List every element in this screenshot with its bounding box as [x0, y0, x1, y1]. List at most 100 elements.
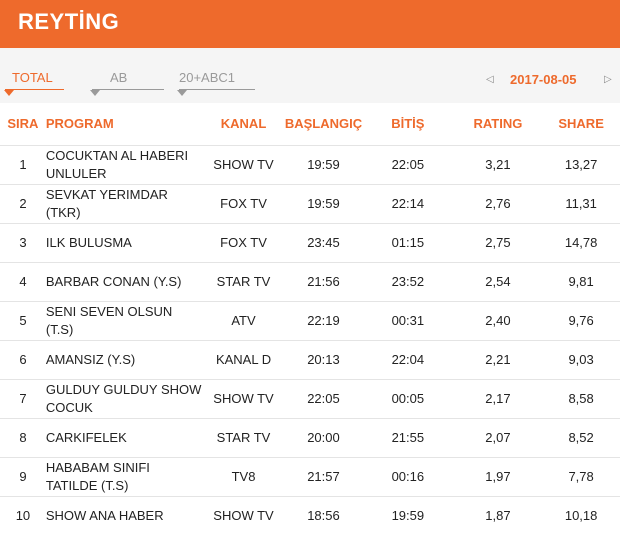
cell-kanal: STAR TV — [202, 261, 285, 301]
table-row: 6 AMANSIZ (Y.S) KANAL D 20:13 22:04 2,21 9,03 — [0, 339, 620, 379]
cell-kanal: FOX TV — [202, 183, 285, 223]
cell-program: BARBAR CONAN (Y.S) — [45, 261, 203, 301]
cell-baslangic: 19:59 — [284, 183, 363, 223]
cell-baslangic: 18:56 — [284, 495, 363, 535]
cell-sira: 10 — [0, 495, 46, 535]
caret-down-icon — [177, 90, 187, 96]
cell-kanal: SHOW TV — [202, 495, 285, 535]
cell-program: HABABAM SINIFI TATILDE (T.S) — [45, 456, 203, 496]
cell-kanal: SHOW TV — [202, 144, 285, 184]
cell-baslangic: 22:05 — [284, 378, 363, 418]
cell-kanal: SHOW TV — [202, 378, 285, 418]
tab-total-underline — [5, 89, 64, 90]
header-baslangic: BAŞLANGIÇ — [284, 103, 363, 145]
cell-baslangic: 21:56 — [284, 261, 363, 301]
cell-bitis: 01:15 — [362, 222, 454, 262]
cell-baslangic: 23:45 — [284, 222, 363, 262]
cell-program: GULDUY GULDUY SHOW COCUK — [45, 378, 203, 418]
cell-bitis: 00:31 — [362, 300, 454, 340]
cell-sira: 9 — [0, 456, 46, 496]
cell-share: 9,76 — [542, 300, 620, 340]
cell-kanal: STAR TV — [202, 417, 285, 457]
cell-rating: 2,21 — [453, 339, 543, 379]
cell-program: ILK BULUSMA — [45, 222, 203, 262]
cell-program: SENI SEVEN OLSUN (T.S) — [45, 300, 203, 340]
cell-sira: 3 — [0, 222, 46, 262]
cell-kanal: ATV — [202, 300, 285, 340]
cell-rating: 2,76 — [453, 183, 543, 223]
cell-sira: 8 — [0, 417, 46, 457]
cell-bitis: 21:55 — [362, 417, 454, 457]
table-row: 10 SHOW ANA HABER SHOW TV 18:56 19:59 1,87 10,… — [0, 495, 620, 535]
cell-share: 14,78 — [542, 222, 620, 262]
header-share: SHARE — [542, 103, 620, 145]
cell-baslangic: 22:19 — [284, 300, 363, 340]
header-program: PROGRAM — [45, 103, 203, 145]
cell-sira: 6 — [0, 339, 46, 379]
header-rating: RATING — [453, 103, 543, 145]
chevron-left-icon[interactable]: ◁ — [486, 74, 494, 85]
cell-share: 13,27 — [542, 144, 620, 184]
cell-sira: 7 — [0, 378, 46, 418]
table-row: 8 CARKIFELEK STAR TV 20:00 21:55 2,07 8,52 — [0, 417, 620, 457]
cell-bitis: 23:52 — [362, 261, 454, 301]
cell-baslangic: 20:13 — [284, 339, 363, 379]
tab-20-abc1-underline — [179, 89, 255, 90]
cell-baslangic: 21:57 — [284, 456, 363, 496]
cell-rating: 1,87 — [453, 495, 543, 535]
cell-rating: 3,21 — [453, 144, 543, 184]
cell-share: 7,78 — [542, 456, 620, 496]
tab-ab-underline — [92, 89, 164, 90]
cell-rating: 2,07 — [453, 417, 543, 457]
cell-kanal: KANAL D — [202, 339, 285, 379]
date-value: 2017-08-05 — [510, 72, 577, 87]
ratings-table: SIRA PROGRAM KANAL BAŞLANGIÇ BİTİŞ RATIN… — [0, 103, 620, 535]
table-row: 4 BARBAR CONAN (Y.S) STAR TV 21:56 23:52 2,54… — [0, 261, 620, 301]
page-title: REYTİNG — [18, 9, 120, 34]
cell-share: 11,31 — [542, 183, 620, 223]
tab-20-abc1[interactable]: 20+ABC1 — [179, 70, 236, 85]
cell-rating: 2,17 — [453, 378, 543, 418]
cell-program: COCUKTAN AL HABERI UNLULER — [45, 144, 203, 184]
tab-total[interactable]: TOTAL — [12, 70, 53, 85]
table-row: 5 SENI SEVEN OLSUN (T.S) ATV 22:19 00:31 2,40… — [0, 300, 620, 340]
cell-bitis: 00:16 — [362, 456, 454, 496]
cell-sira: 1 — [0, 144, 46, 184]
cell-rating: 2,40 — [453, 300, 543, 340]
table-row: 2 SEVKAT YERIMDAR (TKR) FOX TV 19:59 22:14 2,… — [0, 183, 620, 223]
table-row: 9 HABABAM SINIFI TATILDE (T.S) TV8 21:57 00:… — [0, 456, 620, 496]
table-header-row: SIRA PROGRAM KANAL BAŞLANGIÇ BİTİŞ RATIN… — [0, 103, 620, 145]
page-header: REYTİNG — [0, 0, 620, 56]
tab-ab[interactable]: AB — [110, 70, 128, 85]
cell-rating: 1,97 — [453, 456, 543, 496]
cell-bitis: 22:04 — [362, 339, 454, 379]
cell-bitis: 19:59 — [362, 495, 454, 535]
table-row: 1 COCUKTAN AL HABERI UNLULER SHOW TV 19:59 2… — [0, 144, 620, 184]
cell-program: SHOW ANA HABER — [45, 495, 203, 535]
cell-share: 9,03 — [542, 339, 620, 379]
cell-share: 8,58 — [542, 378, 620, 418]
cell-share: 9,81 — [542, 261, 620, 301]
header-sira: SIRA — [0, 103, 46, 145]
cell-sira: 5 — [0, 300, 46, 340]
table-row: 7 GULDUY GULDUY SHOW COCUK SHOW TV 22:05 00:… — [0, 378, 620, 418]
cell-kanal: TV8 — [202, 456, 285, 496]
cell-rating: 2,75 — [453, 222, 543, 262]
cell-rating: 2,54 — [453, 261, 543, 301]
tab-bar: TOTAL AB 20+ABC1 ◁ 2017-08-05 ▷ — [0, 48, 620, 103]
cell-sira: 2 — [0, 183, 46, 223]
cell-baslangic: 20:00 — [284, 417, 363, 457]
cell-sira: 4 — [0, 261, 46, 301]
cell-program: CARKIFELEK — [45, 417, 203, 457]
cell-bitis: 22:05 — [362, 144, 454, 184]
cell-bitis: 00:05 — [362, 378, 454, 418]
cell-kanal: FOX TV — [202, 222, 285, 262]
header-kanal: KANAL — [202, 103, 285, 145]
cell-share: 8,52 — [542, 417, 620, 457]
caret-down-icon — [90, 90, 100, 96]
cell-bitis: 22:14 — [362, 183, 454, 223]
caret-down-icon — [4, 90, 14, 96]
cell-share: 10,18 — [542, 495, 620, 535]
header-bitis: BİTİŞ — [362, 103, 454, 145]
chevron-right-icon[interactable]: ▷ — [604, 74, 612, 85]
